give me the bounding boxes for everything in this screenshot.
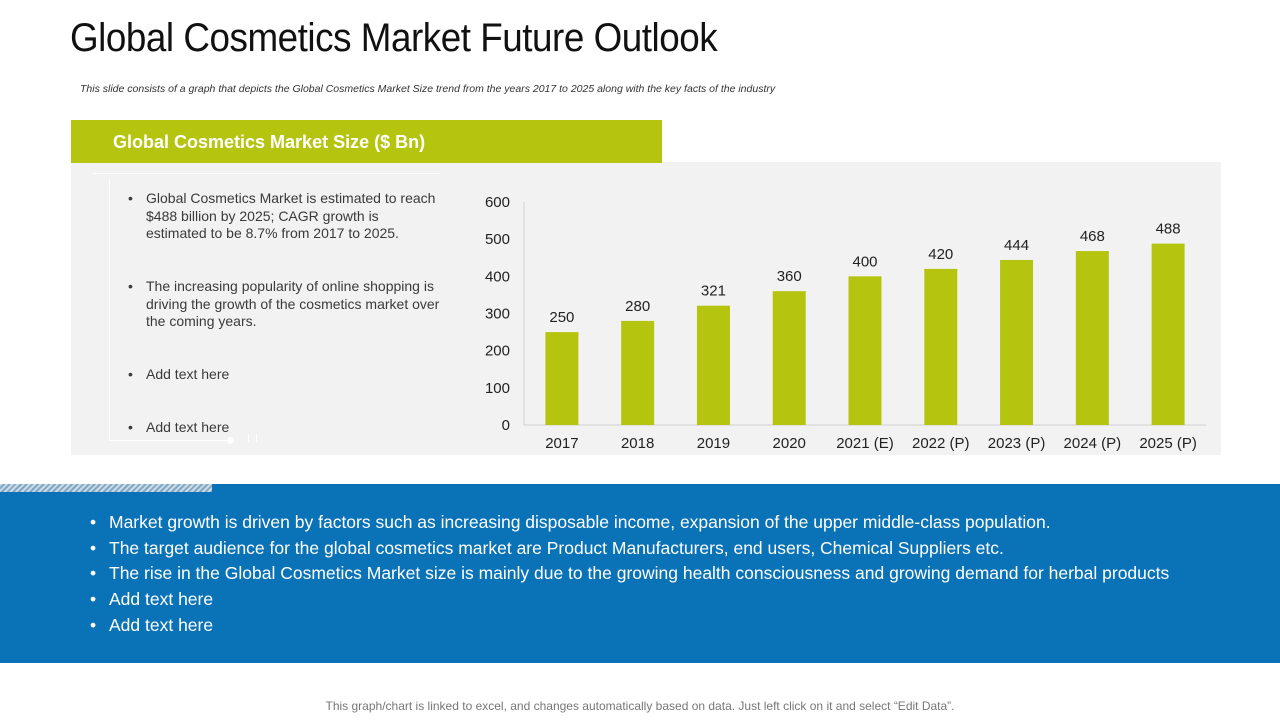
key-fact-bullet: •: [90, 537, 97, 558]
bar-value-label: 400: [852, 253, 877, 270]
frame-left-line: [109, 179, 110, 441]
bar: [924, 268, 958, 425]
key-fact-bullet: •: [90, 614, 97, 635]
fact-text: Global Cosmetics Market is estimated to …: [146, 190, 436, 241]
fact-text: Add text here: [146, 419, 230, 435]
fact-item: • Add text here: [128, 366, 440, 384]
key-fact-bullet: •: [90, 563, 97, 584]
key-fact-text: Add text here: [109, 589, 214, 610]
x-tick-label: 2018: [621, 435, 654, 452]
frame-dot: [227, 437, 234, 444]
bar-value-label: 360: [777, 268, 802, 285]
frame-bottom-line: [109, 440, 231, 441]
key-fact-item: • The rise in the Global Cosmetics Marke…: [90, 561, 1270, 587]
key-facts-list: • Market growth is driven by factors suc…: [90, 510, 1270, 639]
x-tick-label: 2017: [545, 435, 578, 452]
y-tick-label: 400: [485, 268, 510, 285]
key-fact-item: • Market growth is driven by factors suc…: [90, 510, 1270, 536]
key-fact-text: Market growth is driven by factors such …: [109, 512, 1051, 532]
x-tick-label: 2019: [697, 435, 730, 452]
panel-header: Global Cosmetics Market Size ($ Bn): [71, 120, 662, 163]
panel-header-label: Global Cosmetics Market Size ($ Bn): [113, 132, 426, 152]
market-size-bar-chart: 0 100 200 300 400 500 600 250 2017 280 2018 321 2019…: [485, 194, 1206, 452]
key-fact-bullet: •: [90, 589, 97, 610]
key-fact-bullet: •: [90, 512, 97, 532]
bar: [1075, 251, 1109, 425]
frame-tick: [248, 434, 249, 442]
fact-bullet: •: [128, 278, 133, 294]
key-fact-item: • The target audience for the global cos…: [90, 536, 1270, 562]
x-tick-label: 2021 (E): [836, 435, 894, 452]
fact-bullet: •: [128, 190, 133, 206]
key-fact-text: The target audience for the global cosme…: [109, 537, 1004, 558]
y-tick-label: 0: [502, 417, 510, 434]
slide-title: Global Cosmetics Market Future Outlook: [70, 16, 718, 60]
fact-text: The increasing popularity of online shop…: [146, 278, 440, 329]
bar: [772, 291, 806, 425]
key-facts-band: [0, 484, 1280, 663]
bar-value-label: 468: [1080, 228, 1105, 245]
facts-frame: [93, 173, 440, 444]
y-tick-label: 200: [485, 343, 510, 360]
x-tick-label: 2022 (P): [912, 435, 970, 452]
frame-top-line: [93, 173, 440, 174]
y-tick-label: 100: [485, 380, 510, 397]
fact-item: • The increasing popularity of online sh…: [128, 278, 440, 331]
frame-tick: [256, 434, 257, 442]
fact-bullet: •: [128, 419, 133, 435]
fact-item: • Add text here: [128, 419, 440, 437]
y-tick-label: 300: [485, 306, 510, 323]
bar: [1000, 259, 1034, 425]
bar-value-label: 321: [701, 283, 726, 300]
x-tick-label: 2024 (P): [1064, 435, 1122, 452]
bar-value-label: 488: [1156, 221, 1181, 238]
bar: [621, 320, 655, 425]
key-fact-text: The rise in the Global Cosmetics Market …: [109, 563, 1170, 584]
bar-value-label: 444: [1004, 237, 1029, 254]
bar: [696, 305, 730, 425]
key-fact-item: • Add text here: [90, 613, 1270, 639]
key-fact-item: • Add text here: [90, 587, 1270, 613]
y-tick-label: 600: [485, 194, 510, 211]
bar-value-label: 420: [928, 246, 953, 263]
bar: [1151, 243, 1185, 425]
fact-item: • Global Cosmetics Market is estimated t…: [128, 190, 440, 243]
fact-text: Add text here: [146, 366, 230, 382]
x-tick-label: 2025 (P): [1139, 435, 1197, 452]
fact-bullet: •: [128, 366, 133, 382]
x-tick-label: 2023 (P): [988, 435, 1046, 452]
hatch-decoration: [0, 484, 212, 492]
bar: [848, 276, 882, 425]
y-tick-label: 500: [485, 231, 510, 248]
slide-subtitle: This slide consists of a graph that depi…: [80, 83, 776, 95]
x-tick-label: 2020: [773, 435, 806, 452]
footer-note: This graph/chart is linked to excel, and…: [325, 699, 955, 713]
key-fact-text: Add text here: [109, 614, 214, 635]
bar-value-label: 250: [549, 309, 574, 326]
bar-value-label: 280: [625, 298, 650, 315]
bar: [545, 332, 579, 425]
